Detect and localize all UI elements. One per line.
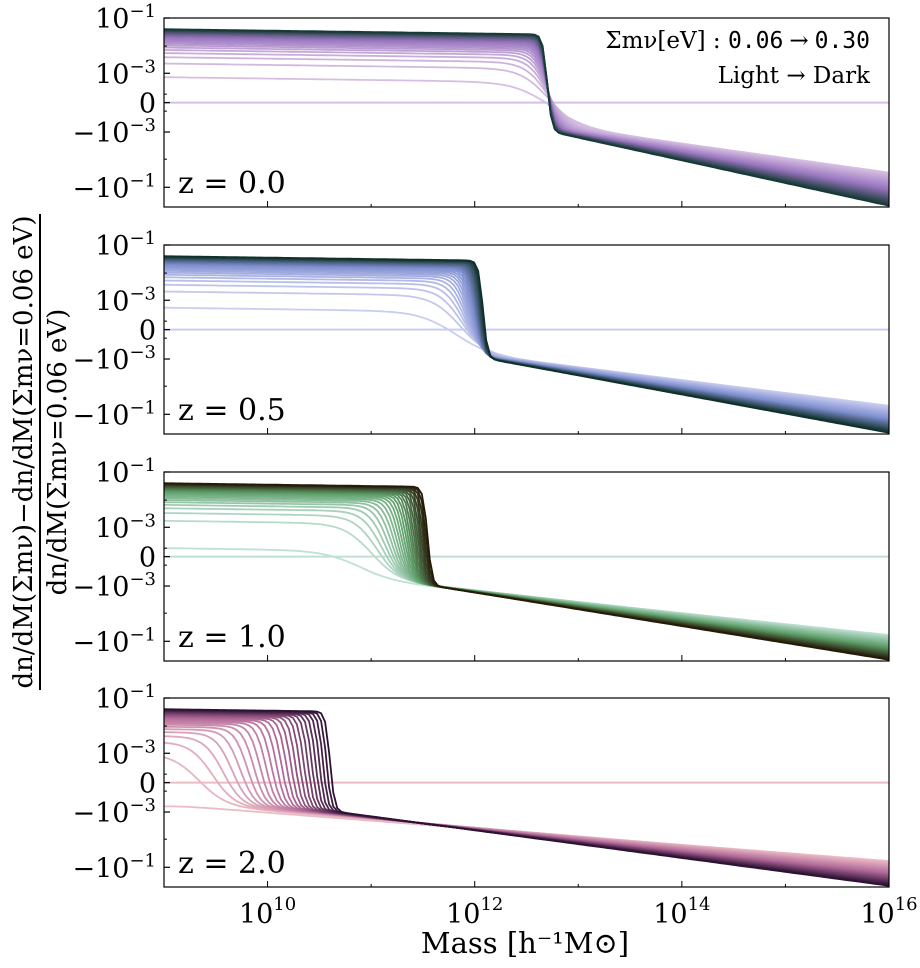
panel-label: z = 2.0 xyxy=(178,846,286,881)
y-axis-label: dn/dM(Σmν)−dn/dM(Σmν=0.06 eV) dn/dM(Σmν=… xyxy=(9,214,73,690)
panel-1: 10−1 10−30−10−3 −10−1 z = 0.0 xyxy=(72,1,890,208)
y-tick-label: 0 xyxy=(139,769,156,800)
legend-line-2: Light → Dark xyxy=(718,63,871,89)
plot-frame xyxy=(163,244,890,435)
y-tick-label: −10−1 xyxy=(72,397,156,431)
series-line xyxy=(164,28,889,207)
series-line xyxy=(164,306,889,407)
y-tick-label: 10−1 xyxy=(95,455,156,489)
series-line xyxy=(164,279,889,411)
series-line xyxy=(164,283,889,409)
y-tick-label: −10−1 xyxy=(72,850,156,884)
y-tick-label: −10−3 xyxy=(72,342,156,376)
series-line xyxy=(164,37,889,189)
series-line xyxy=(164,276,889,412)
series-line xyxy=(164,39,889,186)
y-tick-label: 10−1 xyxy=(95,1,156,35)
series-line xyxy=(164,42,889,184)
x-tick-label: 1016 xyxy=(860,894,917,930)
x-tick-label: 1014 xyxy=(653,894,710,930)
series-line xyxy=(164,708,889,887)
curves xyxy=(164,482,889,661)
x-tick-label: 1010 xyxy=(239,894,296,930)
series-line xyxy=(164,255,889,434)
y-axis-label-numerator: dn/dM(Σmν)−dn/dM(Σmν=0.06 eV) xyxy=(9,216,39,689)
y-tick-label: 10−1 xyxy=(95,681,156,715)
panel-2: 10−1 10−30−10−3 −10−1 z = 0.5 xyxy=(72,228,890,435)
y-tick-label: 0 xyxy=(139,316,156,347)
y-tick-label: −10−3 xyxy=(72,569,156,603)
panel-4: 10−1 10−30−10−3 −10−1 z = 2.0 xyxy=(72,681,890,888)
y-tick-label: −10−3 xyxy=(72,795,156,829)
legend-line-1: Σmν[eV] : 0.06 → 0.30 xyxy=(605,28,870,54)
series-line xyxy=(164,41,889,185)
series-line xyxy=(164,46,889,181)
y-tick-label: −10−1 xyxy=(72,170,156,204)
series-line xyxy=(164,52,889,178)
plot-frame xyxy=(163,697,890,888)
y-tick-label: 10−1 xyxy=(95,228,156,262)
y-tick-label: 10−3 xyxy=(95,56,156,90)
panel-3: 10−1 10−30−10−3 −10−1 z = 1.0 xyxy=(72,455,890,662)
y-tick-label: 0 xyxy=(139,89,156,120)
series-line xyxy=(164,62,889,175)
y-axis-label-denominator: dn/dM(Σmν=0.06 eV) xyxy=(43,309,73,596)
y-tick-label: 10−3 xyxy=(95,510,156,544)
curves xyxy=(164,708,889,887)
panel-label: z = 0.5 xyxy=(178,393,286,428)
y-tick-label: −10−3 xyxy=(72,115,156,149)
series-line xyxy=(164,507,889,639)
x-axis-label: Mass [h⁻¹M⊙] xyxy=(421,926,629,960)
y-tick-label: −10−1 xyxy=(72,624,156,658)
series-line xyxy=(164,76,889,174)
series-line xyxy=(164,482,889,661)
plot-frame xyxy=(163,17,890,208)
plot-frame xyxy=(163,471,890,662)
series-line xyxy=(164,519,889,637)
series-line xyxy=(164,49,889,179)
series-line xyxy=(164,44,889,182)
curves xyxy=(164,28,889,207)
x-tick-label: 1012 xyxy=(446,894,503,930)
series-line xyxy=(164,273,889,413)
series-line xyxy=(164,38,889,188)
panels-group: 10−110−30−10−3−10−1 z = 0.010−110−30−10−3… xyxy=(72,1,890,888)
y-tick-label: 10−3 xyxy=(95,736,156,770)
panel-label: z = 0.0 xyxy=(178,166,286,201)
curves xyxy=(164,255,889,434)
y-tick-label: 10−3 xyxy=(95,283,156,317)
series-line xyxy=(164,56,889,177)
x-axis-ticks: 1010 1012 1014 1016 xyxy=(239,894,918,930)
series-line xyxy=(164,512,889,638)
panel-label: z = 1.0 xyxy=(178,620,286,655)
y-tick-label: 0 xyxy=(139,543,156,574)
